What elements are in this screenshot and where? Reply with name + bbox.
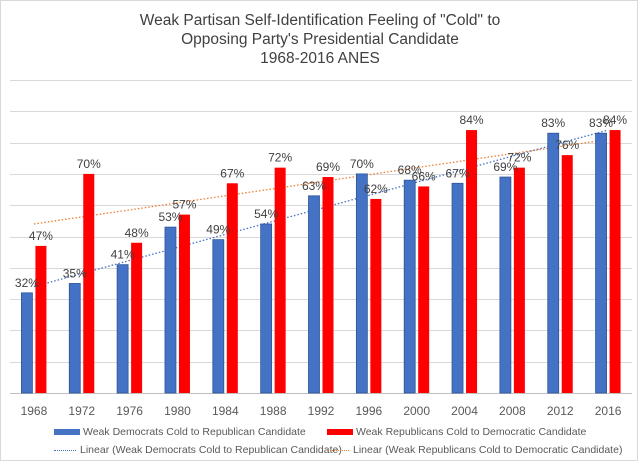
- data-label-republicans-1976: 48%: [125, 226, 149, 240]
- bar-republicans-1984: [226, 183, 238, 393]
- data-label-democrats-2012: 83%: [541, 116, 565, 130]
- legend-label-republicans: Weak Republicans Cold to Democratic Cand…: [356, 426, 587, 438]
- bars: [21, 130, 621, 394]
- x-tick-label-2016: 2016: [595, 404, 622, 418]
- bar-republicans-1992: [322, 177, 334, 393]
- legend-label-democrats: Weak Democrats Cold to Republican Candid…: [83, 426, 306, 438]
- x-tick-label-1972: 1972: [68, 404, 95, 418]
- data-label-democrats-1984: 49%: [206, 223, 230, 237]
- data-label-democrats-2004: 67%: [446, 166, 470, 180]
- data-label-democrats-1972: 35%: [63, 266, 87, 280]
- bar-democrats-1968: [21, 292, 33, 394]
- bar-democrats-1992: [308, 195, 320, 394]
- bar-republicans-2008: [513, 167, 525, 393]
- bar-republicans-1976: [131, 242, 143, 393]
- legend-item-democrats: Weak Democrats Cold to Republican Candid…: [54, 426, 306, 438]
- bar-republicans-1980: [178, 214, 190, 393]
- trendlines: [33, 129, 609, 288]
- x-tick-label-1968: 1968: [21, 404, 48, 418]
- title-line-3: 1968-2016 ANES: [260, 50, 380, 67]
- bar-republicans-1988: [274, 167, 286, 393]
- bar-republicans-1972: [83, 173, 95, 393]
- x-tick-label-2004: 2004: [451, 404, 478, 418]
- trendline-republicans: [33, 138, 609, 225]
- data-label-republicans-1992: 69%: [316, 160, 340, 174]
- x-tick-label-2008: 2008: [499, 404, 526, 418]
- data-label-democrats-1976: 41%: [111, 248, 135, 262]
- legend-item-trend-republicans: Linear (Weak Republicans Cold to Democra…: [327, 444, 622, 456]
- x-tick-label-1992: 1992: [308, 404, 335, 418]
- bar-democrats-1984: [212, 239, 225, 394]
- data-label-democrats-2000: 68%: [398, 163, 422, 177]
- data-label-democrats-2016: 83%: [589, 116, 613, 130]
- trendline-democrats: [33, 129, 609, 288]
- bar-republicans-2012: [561, 155, 573, 393]
- bar-democrats-2016: [595, 132, 607, 394]
- x-tick-label-1980: 1980: [164, 404, 191, 418]
- data-label-republicans-1988: 72%: [268, 151, 292, 165]
- x-tick-label-1976: 1976: [116, 404, 143, 418]
- title-line-1: Weak Partisan Self-Identification Feelin…: [139, 12, 501, 29]
- data-label-democrats-1988: 54%: [254, 207, 278, 221]
- bar-republicans-2000: [418, 186, 430, 393]
- legend-swatch-trend-republicans: [327, 449, 349, 451]
- data-label-democrats-1996: 70%: [350, 157, 374, 171]
- data-label-republicans-2000: 66%: [412, 169, 436, 183]
- data-label-republicans-2004: 84%: [460, 113, 484, 127]
- data-label-republicans-1968: 47%: [29, 229, 53, 243]
- legend-swatch-democrats: [54, 429, 80, 435]
- data-label-democrats-1992: 63%: [302, 179, 326, 193]
- bar-republicans-2016: [609, 130, 621, 393]
- data-label-democrats-1980: 53%: [158, 210, 182, 224]
- legend-item-republicans: Weak Republicans Cold to Democratic Cand…: [327, 426, 586, 438]
- x-tick-label-1984: 1984: [212, 404, 239, 418]
- data-label-republicans-2012: 76%: [555, 138, 579, 152]
- data-label-republicans-2016: 84%: [603, 113, 627, 127]
- x-tick-label-1996: 1996: [355, 404, 382, 418]
- data-label-republicans-1984: 67%: [220, 166, 244, 180]
- data-labels: 32% 35% 41% 53% 49% 54% 63% 70% 68% 67% 69% 83% 83% 4…: [15, 113, 628, 290]
- legend-swatch-trend-democrats: [54, 449, 76, 451]
- bar-democrats-2004: [451, 182, 464, 394]
- bar-democrats-2008: [499, 176, 512, 394]
- gridlines: [10, 80, 632, 394]
- legend-label-trend-democrats: Linear (Weak Democrats Cold to Republica…: [80, 444, 342, 456]
- x-tick-label-2012: 2012: [547, 404, 574, 418]
- chart-title: Weak Partisan Self-Identification Feelin…: [0, 11, 640, 68]
- bar-democrats-1980: [164, 226, 177, 394]
- title-line-2: Opposing Party's Presidential Candidate: [181, 31, 459, 48]
- bar-democrats-1988: [260, 223, 273, 394]
- data-label-republicans-1996: 62%: [364, 182, 388, 196]
- x-tick-label-2000: 2000: [403, 404, 430, 418]
- legend-label-trend-republicans: Linear (Weak Republicans Cold to Democra…: [353, 444, 623, 456]
- bar-republicans-1996: [370, 198, 382, 393]
- legend-item-trend-democrats: Linear (Weak Democrats Cold to Republica…: [54, 444, 342, 456]
- data-label-democrats-2008: 69%: [493, 160, 517, 174]
- data-label-democrats-1968: 32%: [15, 276, 39, 290]
- legend-swatch-republicans: [327, 429, 353, 435]
- bar-democrats-1976: [116, 264, 129, 394]
- bar-democrats-1996: [355, 173, 368, 394]
- data-label-republicans-1980: 57%: [172, 198, 196, 212]
- x-tick-label-1988: 1988: [260, 404, 287, 418]
- bar-democrats-1972: [68, 283, 81, 394]
- bar-democrats-2000: [403, 179, 416, 394]
- x-axis-ticks: 1968 1972 1976 1980 1984 1988 1992 1996 2000 2004…: [21, 404, 622, 418]
- data-label-republicans-1972: 70%: [77, 157, 101, 171]
- bar-republicans-1968: [35, 245, 47, 393]
- bar-republicans-2004: [466, 130, 478, 393]
- bar-democrats-2012: [547, 132, 560, 394]
- data-label-republicans-2008: 72%: [507, 151, 531, 165]
